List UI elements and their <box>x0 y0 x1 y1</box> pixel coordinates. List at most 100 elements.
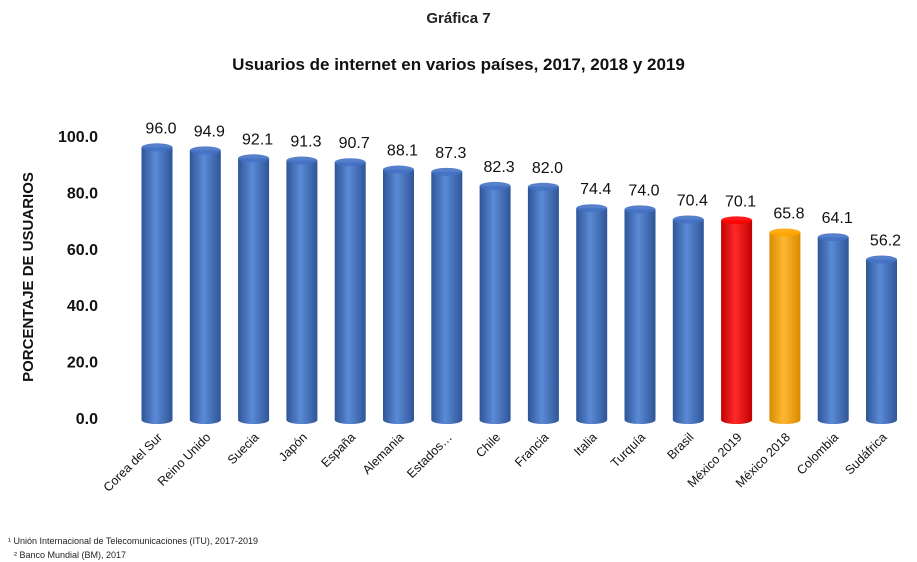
value-label: 56.2 <box>870 233 901 250</box>
bar <box>672 215 704 424</box>
y-axis-label-group: PORCENTAJE DE USUARIOS <box>20 172 37 382</box>
bar-cap <box>383 165 414 174</box>
value-label: 82.0 <box>532 160 563 177</box>
bar <box>141 143 173 424</box>
bar-body <box>624 209 656 420</box>
y-axis-label: PORCENTAJE DE USUARIOS <box>20 172 37 382</box>
bar-body <box>189 150 221 420</box>
x-tick-label: Italia <box>571 430 600 459</box>
bar-base <box>624 416 656 424</box>
bar <box>817 233 849 424</box>
bar-cap <box>479 181 511 190</box>
bar-cap <box>576 204 608 213</box>
bar-cap <box>238 154 270 163</box>
value-label: 74.0 <box>628 182 659 199</box>
bar-cap <box>721 216 753 225</box>
value-labels: 96.0 94.9 92.1 91.3 90.7 88.1 87.3 82.3 82.0 74.4… <box>145 120 901 249</box>
bar <box>431 167 463 424</box>
bar-base <box>238 416 270 424</box>
bar-base <box>189 416 221 424</box>
bar-body <box>866 259 897 420</box>
bar-cap <box>672 215 704 224</box>
value-label: 70.1 <box>725 193 756 210</box>
value-label: 82.3 <box>484 159 515 176</box>
bar-base <box>141 416 173 424</box>
bar <box>238 154 270 424</box>
x-tick-label: Francia <box>512 430 551 469</box>
bar-base <box>769 416 801 424</box>
x-tick-label: Corea del Sur <box>101 430 165 494</box>
bar <box>769 228 801 424</box>
x-tick-label: España <box>318 430 358 470</box>
bar <box>624 205 656 424</box>
figure-label: Gráfica 7 <box>426 10 491 27</box>
x-tick-label: Sudáfrica <box>842 430 889 477</box>
bar <box>866 255 897 424</box>
value-label: 70.4 <box>677 192 708 209</box>
bar-body <box>431 171 463 420</box>
bar <box>721 216 753 424</box>
y-tick-label: 80.0 <box>67 185 98 202</box>
bar-body <box>141 147 173 420</box>
bar <box>479 181 511 424</box>
bar-base <box>817 416 849 424</box>
bar-base <box>334 416 366 424</box>
x-tick-label: Suecia <box>225 430 262 467</box>
bar-base <box>721 416 753 424</box>
bar-body <box>238 158 270 420</box>
bar-body <box>672 219 704 420</box>
x-tick-label: Alemania <box>360 430 407 477</box>
bar-cap <box>286 156 318 165</box>
y-axis-ticks: 0.0 20.0 40.0 60.0 80.0 100.0 <box>58 129 98 428</box>
x-tick-label: Turquía <box>608 430 648 470</box>
bar <box>383 165 414 424</box>
bar-base <box>527 416 559 424</box>
bar-body <box>334 162 366 420</box>
y-tick-label: 100.0 <box>58 129 98 146</box>
bar-body <box>817 237 849 420</box>
x-tick-label: Brasil <box>664 430 696 462</box>
value-label: 91.3 <box>290 134 321 151</box>
y-tick-label: 0.0 <box>76 411 98 428</box>
chart-title: Usuarios de internet en varios países, 2… <box>232 55 685 74</box>
y-tick-label: 40.0 <box>67 298 98 315</box>
value-label: 96.0 <box>145 120 176 137</box>
x-tick-label: Chile <box>473 430 503 460</box>
bar-body <box>769 232 801 420</box>
bar-body <box>286 160 318 420</box>
bar-base <box>672 416 704 424</box>
bar <box>576 204 608 424</box>
bar-body <box>527 186 559 420</box>
bar-cap <box>189 146 221 155</box>
footnote-1: ¹ Unión Internacional de Telecomunicacio… <box>8 536 258 546</box>
value-label: 87.3 <box>435 145 466 162</box>
bar <box>527 182 559 424</box>
y-tick-label: 20.0 <box>67 355 98 372</box>
bar-cap <box>866 255 897 264</box>
value-label: 74.4 <box>580 181 611 198</box>
x-tick-label: Colombia <box>794 430 841 477</box>
bar-cap <box>527 182 559 191</box>
value-label: 94.9 <box>194 123 225 140</box>
bar-cap <box>334 158 366 167</box>
bar <box>334 158 366 424</box>
bar-body <box>383 169 414 420</box>
bar-cap <box>141 143 173 152</box>
bar-base <box>576 416 608 424</box>
bar-base <box>383 416 414 424</box>
value-label: 88.1 <box>387 143 418 160</box>
x-tick-label: Estados… <box>404 430 455 481</box>
y-tick-label: 60.0 <box>67 242 98 259</box>
bar-body <box>479 185 511 420</box>
value-label: 65.8 <box>773 205 804 222</box>
bar-cap <box>431 167 463 176</box>
bar <box>189 146 221 424</box>
bar-cap <box>817 233 849 242</box>
bar-base <box>286 416 318 424</box>
value-label: 90.7 <box>339 135 370 152</box>
bar-base <box>431 416 463 424</box>
x-tick-label: Japón <box>276 430 310 464</box>
bar-cap <box>624 205 656 214</box>
